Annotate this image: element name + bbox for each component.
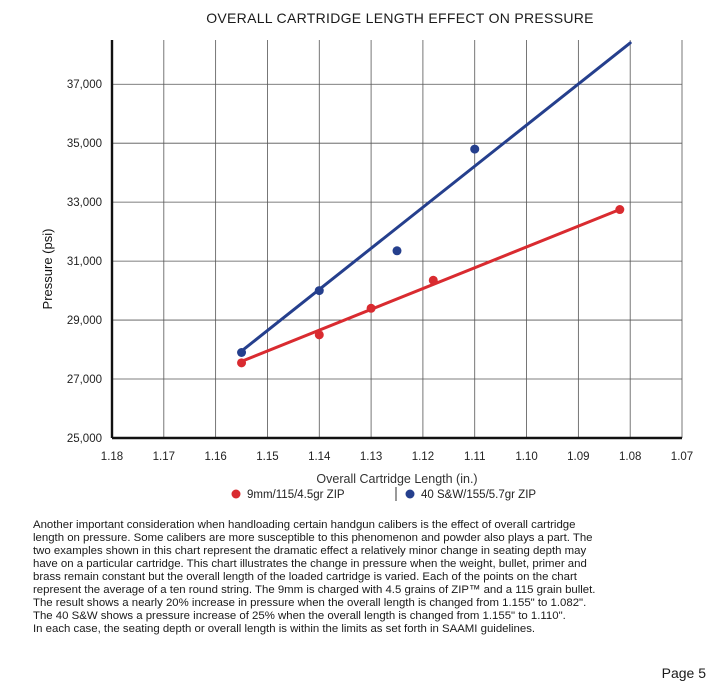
data-points — [237, 144, 625, 368]
x-tick-label: 1.12 — [412, 451, 434, 463]
x-tick-label: 1.18 — [101, 451, 123, 463]
y-tick-label: 29,000 — [67, 315, 102, 327]
series-2-point — [470, 144, 480, 154]
axis-labels: Overall Cartridge Length (in.) Pressure (… — [40, 229, 478, 486]
chart-title: OVERALL CARTRIDGE LENGTH EFFECT ON PRESS… — [206, 10, 594, 26]
axes — [110, 40, 682, 440]
grid — [112, 40, 683, 438]
y-tick-label: 25,000 — [67, 433, 102, 445]
series-1-point — [615, 205, 625, 215]
tick-labels: 1.18 1.17 1.16 1.15 1.14 1.13 1.12 1.11 1.10 1.09… — [67, 79, 693, 463]
y-tick-label: 33,000 — [67, 197, 102, 209]
series-1-point — [428, 275, 438, 285]
x-tick-label: 1.16 — [204, 451, 226, 463]
x-tick-label: 1.15 — [256, 451, 278, 463]
pressure-chart: 1.18 1.17 1.16 1.15 1.14 1.13 1.12 1.11 1.10 1.09… — [40, 40, 693, 501]
series-1-trend-line — [240, 208, 622, 363]
x-tick-label: 1.17 — [153, 451, 175, 463]
x-tick-label: 1.09 — [567, 451, 589, 463]
x-tick-label: 1.07 — [671, 451, 693, 463]
y-tick-label: 27,000 — [67, 374, 102, 386]
x-tick-label: 1.14 — [308, 451, 331, 463]
chart-area: 1.18 1.17 1.16 1.15 1.14 1.13 1.12 1.11 1.10 1.09… — [40, 40, 693, 501]
x-tick-label: 1.08 — [619, 451, 641, 463]
y-tick-label: 31,000 — [67, 256, 102, 268]
x-tick-label: 1.13 — [360, 451, 382, 463]
y-axis-label: Pressure (psi) — [40, 229, 55, 310]
legend: 9mm/115/4.5gr ZIP 40 S&W/155/5.7gr ZIP — [231, 487, 536, 501]
y-tick-label: 37,000 — [67, 79, 102, 91]
x-tick-label: 1.11 — [464, 451, 486, 463]
legend-label-9mm: 9mm/115/4.5gr ZIP — [247, 489, 345, 501]
x-axis-label: Overall Cartridge Length (in.) — [316, 472, 477, 486]
legend-label-40sw: 40 S&W/155/5.7gr ZIP — [421, 489, 536, 501]
fit-lines — [240, 41, 632, 363]
series-1-point — [314, 330, 324, 340]
x-tick-label: 1.10 — [515, 451, 537, 463]
series-1-point — [237, 358, 247, 368]
description-paragraph: Another important consideration when han… — [33, 519, 596, 635]
y-tick-label: 35,000 — [67, 138, 102, 150]
series-2-trend-line — [240, 41, 632, 353]
legend-marker-40sw — [405, 489, 415, 499]
series-2-point — [237, 348, 247, 358]
series-1-point — [366, 303, 376, 313]
page-number: Page 5 — [661, 665, 706, 681]
series-2-point — [314, 286, 324, 296]
series-2-point — [392, 246, 402, 256]
legend-marker-9mm — [231, 489, 241, 499]
